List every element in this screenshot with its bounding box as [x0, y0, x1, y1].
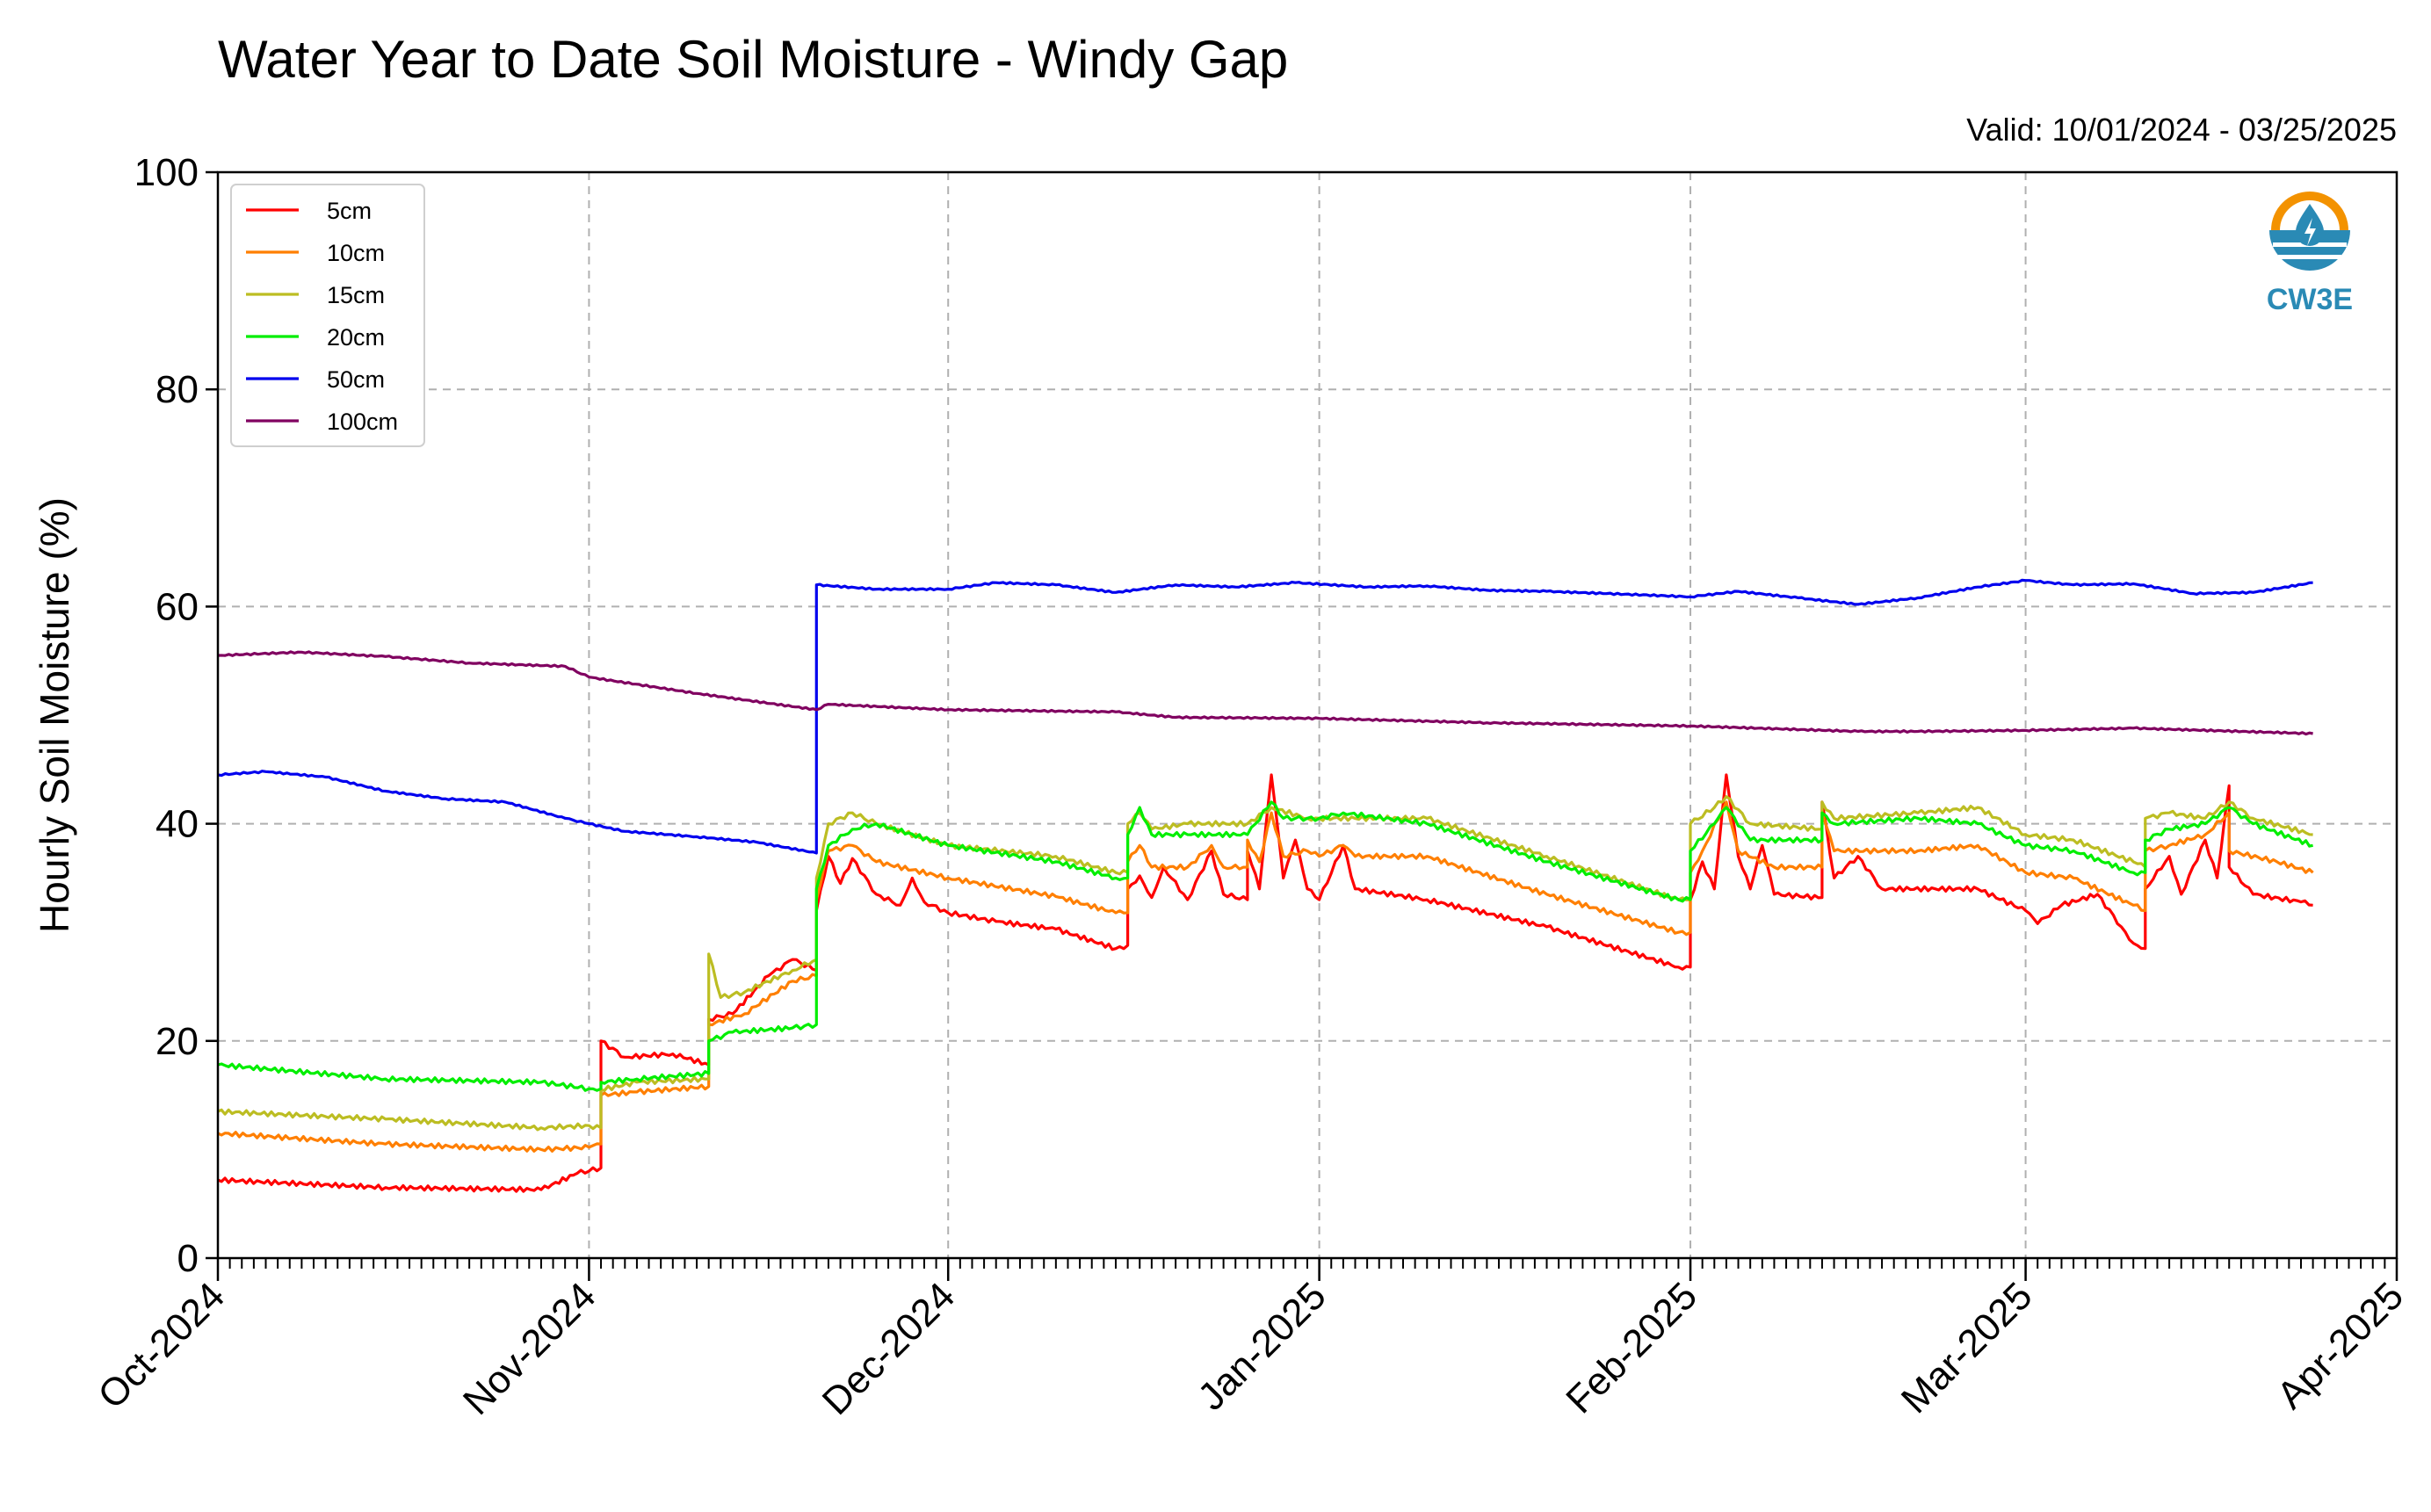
legend-box	[230, 184, 425, 447]
x-tick-label: Mar-2025	[1893, 1274, 2041, 1422]
plot-frame	[216, 170, 2398, 1260]
x-tick-label: Feb-2025	[1558, 1274, 1705, 1422]
legend-label: 20cm	[327, 324, 385, 351]
series-line-100cm	[218, 650, 2313, 736]
series-lines	[217, 578, 2314, 1193]
chart-title: Water Year to Date Soil Moisture - Windy…	[218, 30, 1288, 89]
legend-label: 10cm	[327, 240, 385, 266]
y-axis-label: Hourly Soil Moisture (%)	[32, 497, 77, 933]
valid-range-label: Valid: 10/01/2024 - 03/25/2025	[1966, 112, 2397, 148]
grid-lines	[218, 172, 2397, 1258]
x-tick-label-group: Nov-2024	[455, 1274, 604, 1423]
legend-label: 15cm	[327, 282, 385, 308]
axes: 0 20 40 60 80 100 Oct-2024 Nov-2024 Dec-2024 Jan-…	[90, 151, 2412, 1423]
series-line-10cm	[217, 800, 2314, 1153]
legend-label: 100cm	[327, 409, 398, 435]
x-tick-label-group: Apr-2025	[2268, 1274, 2412, 1417]
x-tick-label: Oct-2024	[90, 1274, 233, 1417]
series-line-5cm	[217, 773, 2313, 1193]
x-tick-label: Apr-2025	[2268, 1274, 2412, 1417]
y-tick-label: 40	[156, 803, 199, 846]
logo-wave-icon	[2269, 230, 2350, 271]
x-tick-label: Nov-2024	[455, 1274, 604, 1423]
x-tick-label-group: Mar-2025	[1893, 1274, 2041, 1422]
x-tick-label: Dec-2024	[814, 1274, 964, 1423]
cw3e-logo: CW3E	[2267, 192, 2353, 316]
legend: 5cm 10cm 15cm 20cm 50cm 100cm	[230, 184, 425, 447]
logo-wave-line-icon	[2278, 255, 2341, 259]
x-tick-label-group: Dec-2024	[814, 1274, 964, 1423]
y-tick-label: 20	[156, 1020, 199, 1063]
legend-label: 50cm	[327, 366, 385, 393]
x-tick-label: Jan-2025	[1190, 1274, 1334, 1418]
y-tick-label: 80	[156, 368, 199, 411]
y-tick-label: 100	[134, 151, 199, 194]
x-tick-label-group: Jan-2025	[1190, 1274, 1334, 1418]
y-tick-label: 0	[177, 1237, 199, 1280]
logo-bolt-icon	[2304, 218, 2316, 246]
x-tick-label-group: Feb-2025	[1558, 1274, 1705, 1422]
series-line-15cm	[217, 795, 2313, 1132]
x-tick-label-group: Oct-2024	[90, 1274, 233, 1417]
y-tick-label: 60	[156, 585, 199, 628]
series-line-50cm	[217, 578, 2313, 855]
logo-text: CW3E	[2267, 283, 2353, 316]
series-line-20cm	[217, 800, 2313, 1092]
legend-label: 5cm	[327, 198, 372, 224]
